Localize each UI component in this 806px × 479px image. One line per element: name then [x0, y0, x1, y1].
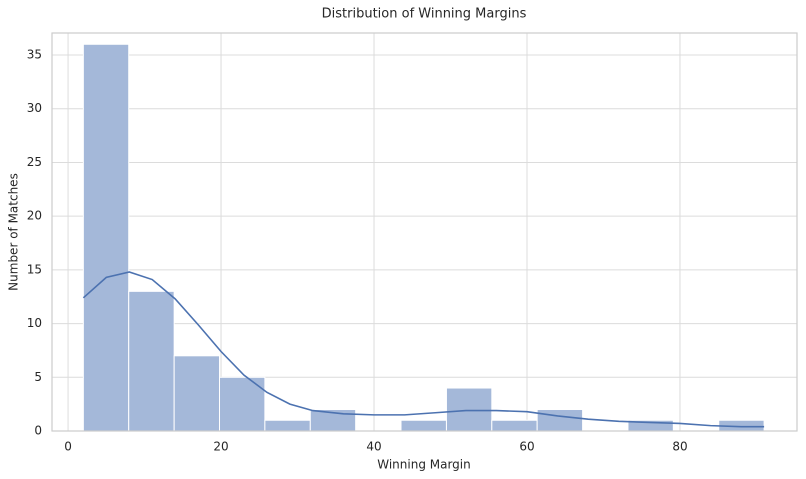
- bar: [173, 355, 221, 432]
- bar: [264, 419, 311, 432]
- y-tick-label: 25: [27, 155, 42, 169]
- kde-line: [82, 271, 765, 428]
- x-tick-label: 40: [366, 440, 381, 454]
- bar: [400, 419, 447, 432]
- x-tick-label: 80: [672, 440, 687, 454]
- y-tick-label: 30: [27, 101, 42, 115]
- x-tick-label: 0: [64, 440, 72, 454]
- bar: [445, 387, 493, 432]
- x-tick-label: 20: [213, 440, 228, 454]
- plot-frame: [51, 32, 798, 432]
- bar: [82, 43, 130, 432]
- y-tick-label: 0: [34, 424, 42, 438]
- bar: [536, 409, 584, 432]
- y-tick-label: 35: [27, 48, 42, 62]
- y-axis-label: Number of Matches: [7, 173, 21, 291]
- y-tick-label: 10: [27, 316, 42, 330]
- y-tick-label: 5: [34, 370, 42, 384]
- chart-title: Distribution of Winning Margins: [322, 7, 527, 22]
- x-axis-label: Winning Margin: [377, 458, 471, 472]
- y-tick-label: 20: [27, 209, 42, 223]
- x-tick-label: 60: [519, 440, 534, 454]
- bar: [491, 419, 538, 432]
- bar: [128, 290, 175, 432]
- bar: [219, 376, 266, 432]
- y-tick-label: 15: [27, 262, 42, 276]
